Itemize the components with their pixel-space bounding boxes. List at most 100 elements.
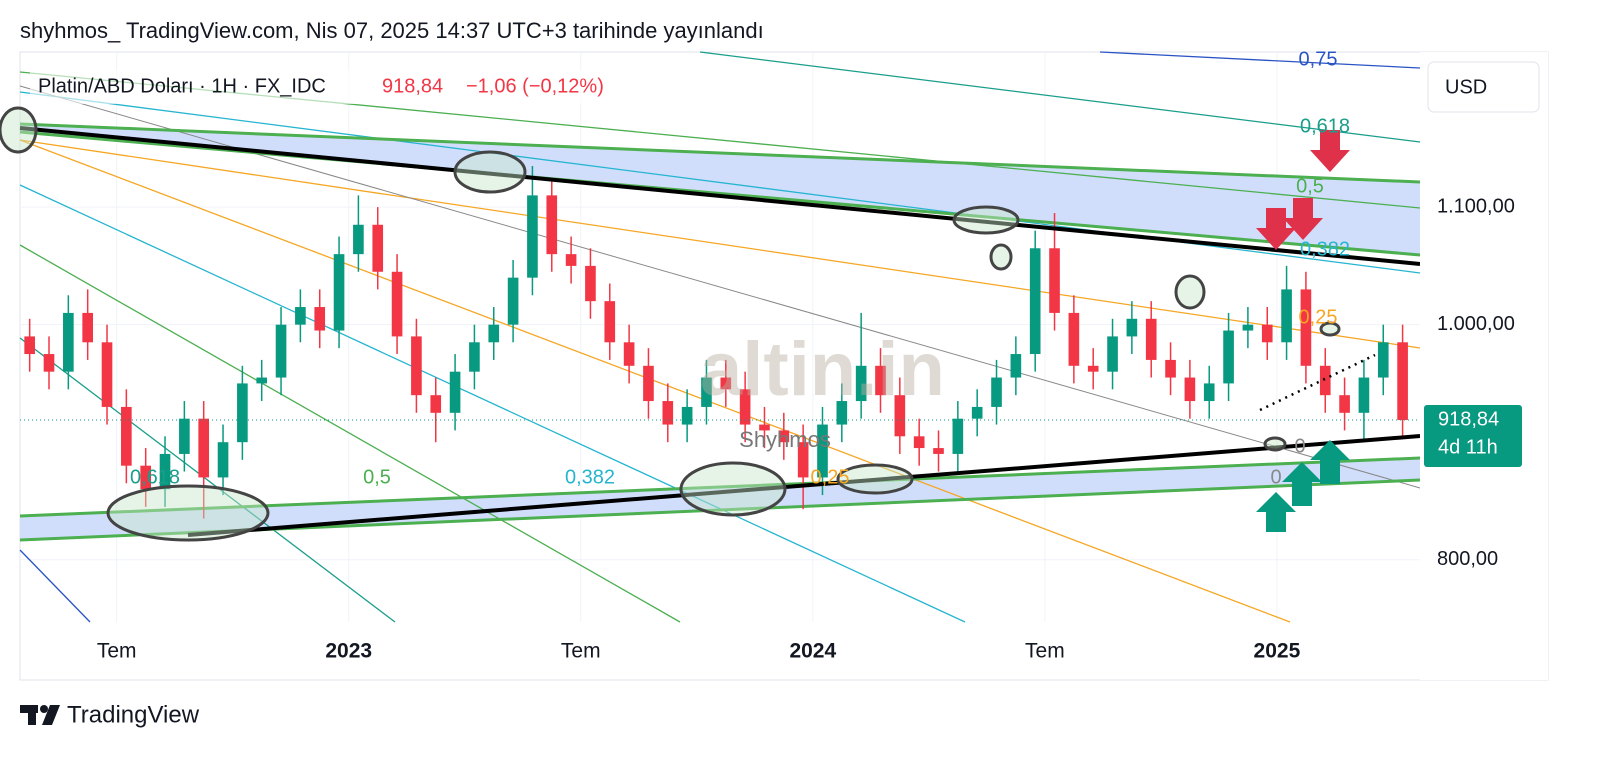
candle-body (1319, 365, 1331, 396)
logo-part (40, 705, 48, 713)
trend-line (187, 434, 1421, 537)
candle-body (333, 254, 345, 331)
up-arrow (1310, 440, 1350, 484)
drawings (19, 51, 1421, 623)
candle-body (1068, 312, 1080, 366)
candle-body (237, 383, 248, 443)
candle-body (101, 342, 113, 407)
up-arrow (1282, 462, 1322, 506)
fib-label: 0 (1270, 466, 1281, 488)
candle-body (43, 354, 55, 372)
fib-line (19, 337, 396, 623)
candle-body (179, 418, 190, 454)
candle-body (546, 195, 558, 255)
highlight-ellipse (453, 150, 527, 194)
fib-line (19, 549, 91, 623)
candle-body (1203, 383, 1215, 402)
candle-body (681, 406, 693, 425)
price-axis (1420, 52, 1548, 680)
candle-body (140, 465, 152, 490)
candle-body (1049, 248, 1060, 313)
x-tick-label: 2025 (1254, 640, 1301, 663)
candle-body (894, 395, 906, 437)
header-text: shyhmos_ TradingView.com, Nis 07, 2025 1… (20, 18, 764, 43)
candle-body (372, 224, 384, 272)
candle-body (701, 377, 712, 407)
channel-line (19, 122, 1421, 184)
candle-body (739, 389, 751, 425)
candle-body (585, 265, 596, 302)
candle-body (275, 324, 287, 378)
candle-body (430, 395, 442, 413)
fib-line (699, 51, 1421, 143)
candle-body (875, 365, 886, 396)
legend-price: 918,84 (382, 75, 443, 97)
fib-line (19, 139, 1421, 349)
candle-body (1184, 377, 1196, 402)
price-tag-countdown: 4d 11h (1438, 436, 1498, 458)
legend-symbol: Platin/ABD Doları · 1H · FX_IDC (38, 75, 326, 97)
y-tick-label: 800,00 (1437, 548, 1498, 570)
candle-body (63, 312, 74, 372)
candle-body (720, 377, 732, 390)
highlight-ellipse (0, 106, 38, 154)
trend-line (19, 126, 1421, 266)
highlight-ellipse (952, 205, 1020, 235)
candle-body (507, 277, 519, 325)
candle-body (121, 406, 132, 466)
candles (24, 166, 1408, 519)
fib-label: 0,25 (811, 466, 850, 488)
candle-body (314, 307, 326, 331)
fib-line (1099, 51, 1421, 69)
candle-body (1126, 318, 1138, 337)
fib-label: 0,5 (1296, 175, 1324, 197)
y-tick-label: 1.000,00 (1437, 313, 1515, 335)
candle-body (759, 424, 770, 431)
price-tag-label: 918,84 (1438, 408, 1499, 430)
x-tick-label: Tem (1025, 640, 1065, 663)
legend-background (30, 70, 630, 104)
candle-body (159, 453, 171, 490)
footer-brand: TradingView (67, 701, 200, 728)
dotted-line (1259, 353, 1376, 412)
candle-body (836, 401, 848, 425)
fib-labels: 0,75 0,618 0,5 0,382 0,25 00 0,618 0,5 0,382 0,25 (130, 48, 1350, 488)
footer: TradingView (20, 701, 200, 728)
highlight-ellipse (1174, 274, 1206, 310)
candle-body (971, 406, 983, 419)
fib-label: 0,5 (363, 466, 391, 488)
currency-box[interactable] (1427, 61, 1540, 113)
highlight-ellipse (1263, 436, 1287, 452)
candle-body (1087, 365, 1099, 372)
candle-body (1029, 248, 1041, 355)
candle-body (1358, 377, 1370, 413)
candle-body (391, 271, 403, 337)
candle-body (1107, 336, 1118, 372)
price-tag (1424, 405, 1522, 468)
candle-body (662, 401, 674, 425)
fib-line (19, 139, 1291, 623)
candle-body (24, 336, 35, 355)
watermark: altin.in (700, 327, 945, 412)
highlight-ellipse (106, 484, 270, 542)
candle-body (1223, 330, 1234, 384)
down-arrow (1256, 208, 1296, 250)
candle-body (952, 418, 964, 454)
candle-body (295, 307, 306, 325)
candle-body (411, 336, 422, 396)
fib-label: 0,618 (1300, 115, 1350, 137)
fib-line (19, 244, 681, 623)
highlight-ellipse (679, 461, 787, 517)
channel-line (19, 456, 1421, 518)
axes: Tem 2023 Tem 2024 Tem 2025 800,00 1.000,00 1.100… (20, 195, 1522, 663)
fib-line (19, 184, 966, 623)
candle-body (469, 342, 480, 372)
down-arrow (1310, 130, 1350, 172)
candle-body (1281, 289, 1292, 343)
x-tick-label: 2023 (325, 640, 372, 663)
candle-body (817, 424, 828, 478)
candle-body (256, 377, 268, 384)
candle-body (449, 371, 461, 413)
candle-body (1339, 395, 1350, 413)
down-arrow (1283, 198, 1323, 240)
